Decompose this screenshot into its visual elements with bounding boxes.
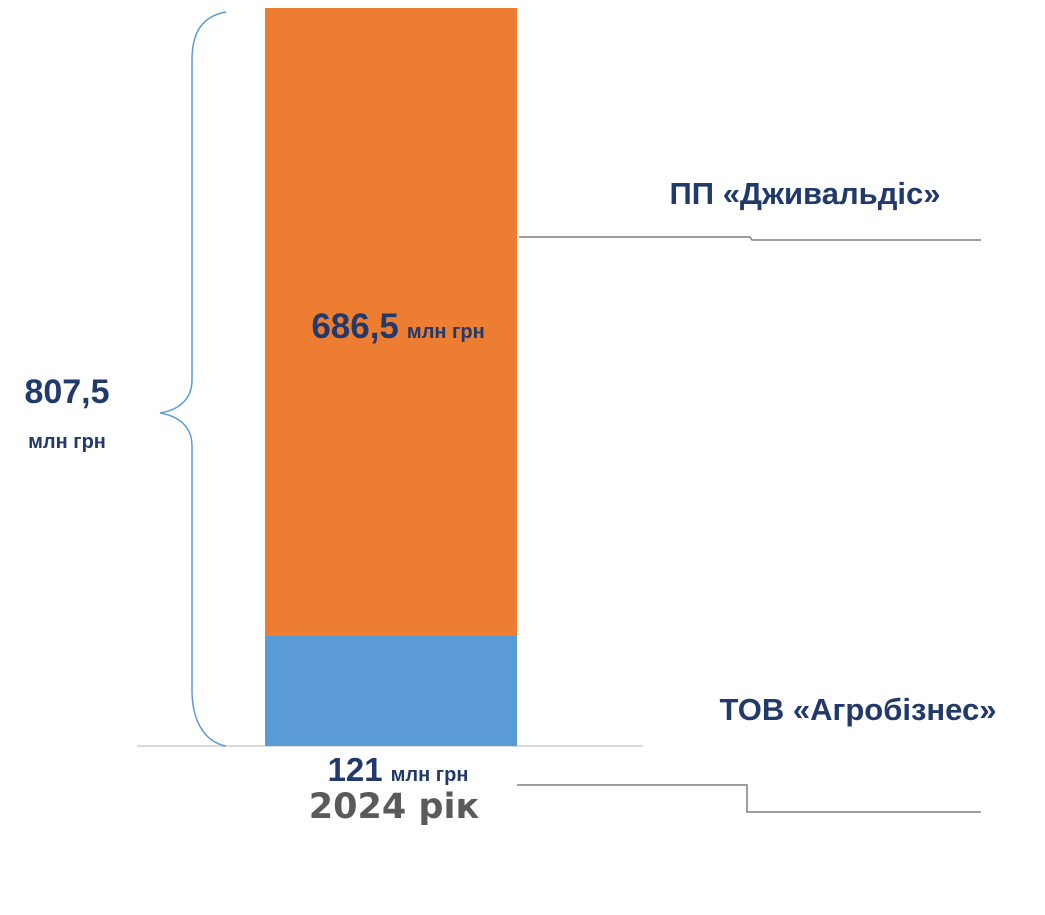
data-label-dzhyvaldis: 686,5 млн грн (311, 307, 484, 346)
leader-line-dzhyvaldis (519, 236, 981, 241)
total-value: 807,5 (24, 373, 109, 411)
bar-segment-agrobiznes (265, 635, 517, 746)
total-unit: млн грн (28, 431, 106, 453)
series-label-dzhyvaldis: ПП «Дживальдіс» (670, 176, 941, 211)
data-label-agrobiznes: 121 млн грн (328, 751, 469, 788)
category-label: 2024 рік (309, 787, 480, 827)
leader-line-agrobiznes (517, 784, 981, 813)
series-label-agrobiznes: ТОВ «Агробізнес» (720, 692, 997, 727)
total-brace (159, 11, 227, 747)
bar-segment-dzhyvaldis (265, 8, 517, 636)
